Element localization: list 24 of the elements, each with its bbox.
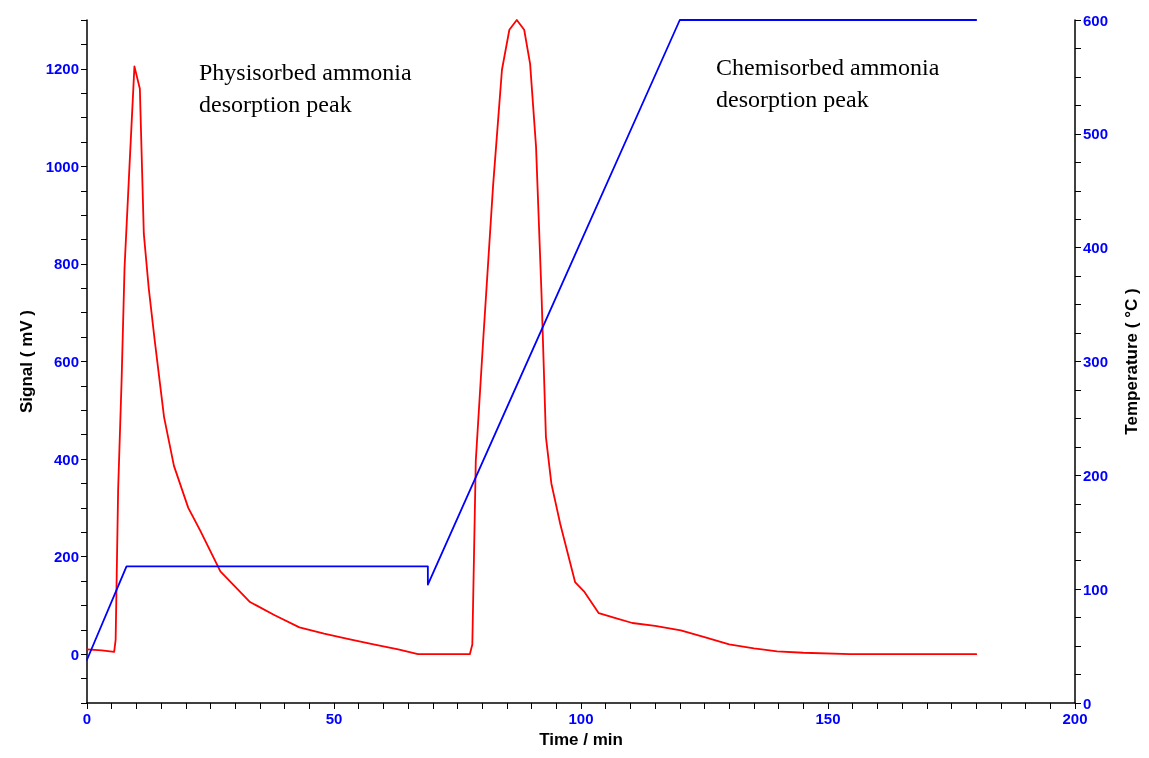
x-axis-title: Time / min (539, 730, 623, 749)
annotation: Physisorbed ammonia desorption peak (199, 59, 418, 117)
y-tick-label: 1200 (45, 60, 79, 78)
y2-tick-label: 0 (1083, 694, 1092, 712)
y2-tick-label: 500 (1083, 125, 1109, 143)
x-tick-label: 200 (1062, 710, 1088, 727)
y-tick-label: 200 (53, 548, 79, 566)
x-tick-label: 0 (82, 710, 92, 727)
y2-axis-title: Temperature ( °C ) (1122, 288, 1141, 435)
y2-tick-label: 100 (1083, 580, 1109, 598)
y-tick-label: 600 (53, 353, 79, 370)
y-axis-title: Signal ( mV ) (16, 310, 36, 413)
y-tick-label: 1000 (45, 157, 79, 175)
y2-tick-label: 300 (1083, 353, 1109, 370)
y2-tick-label: 400 (1083, 239, 1109, 257)
y2-tick-label: 600 (1083, 11, 1109, 29)
x-tick-label: 50 (325, 710, 343, 727)
x-tick-label: 100 (568, 710, 594, 727)
y-tick-label: 0 (70, 645, 79, 663)
x-tick-label: 150 (815, 710, 841, 727)
annotation: Chemisorbed ammonia desorption peak (716, 54, 946, 112)
y2-tick-label: 200 (1083, 466, 1109, 484)
y-tick-label: 800 (53, 255, 79, 273)
y-tick-label: 400 (53, 450, 79, 468)
